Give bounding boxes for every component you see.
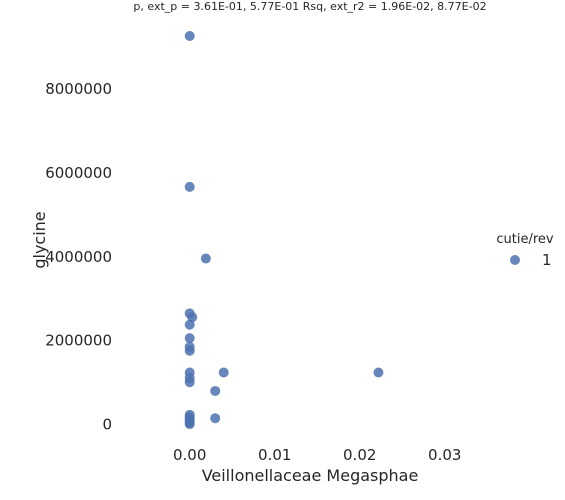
data-point	[184, 419, 195, 430]
y-axis-ticks: 0 2000000 4000000 6000000 8000000	[45, 80, 112, 433]
x-axis-label: Veillonellaceae Megasphae	[202, 466, 419, 485]
data-point	[218, 367, 229, 378]
data-points	[184, 31, 384, 430]
legend: cutie/rev 1	[496, 232, 554, 269]
x-axis-ticks: 0.00 0.01 0.02 0.03	[173, 446, 461, 464]
x-tick-label: 0.03	[428, 446, 461, 464]
y-tick-label: 4000000	[45, 248, 112, 266]
data-point	[184, 333, 195, 344]
data-point	[187, 312, 198, 323]
y-tick-label: 0	[102, 415, 112, 433]
data-point	[373, 367, 384, 378]
legend-label: 1	[542, 251, 552, 269]
data-point	[184, 345, 195, 356]
x-tick-label: 0.01	[258, 446, 291, 464]
y-tick-label: 6000000	[45, 164, 112, 182]
legend-marker	[510, 255, 520, 265]
legend-title: cutie/rev	[496, 232, 554, 247]
data-point	[184, 377, 195, 388]
y-axis-label: glycine	[30, 211, 49, 268]
data-point	[184, 319, 195, 330]
data-point	[210, 413, 221, 424]
x-tick-label: 0.00	[173, 446, 206, 464]
data-point	[200, 253, 211, 264]
y-tick-label: 8000000	[45, 80, 112, 98]
x-tick-label: 0.02	[343, 446, 376, 464]
y-tick-label: 2000000	[45, 332, 112, 350]
data-point	[184, 181, 195, 192]
chart-title: p, ext_p = 3.61E-01, 5.77E-01 Rsq, ext_r…	[133, 0, 486, 13]
data-point	[184, 31, 195, 42]
data-point	[210, 385, 221, 396]
